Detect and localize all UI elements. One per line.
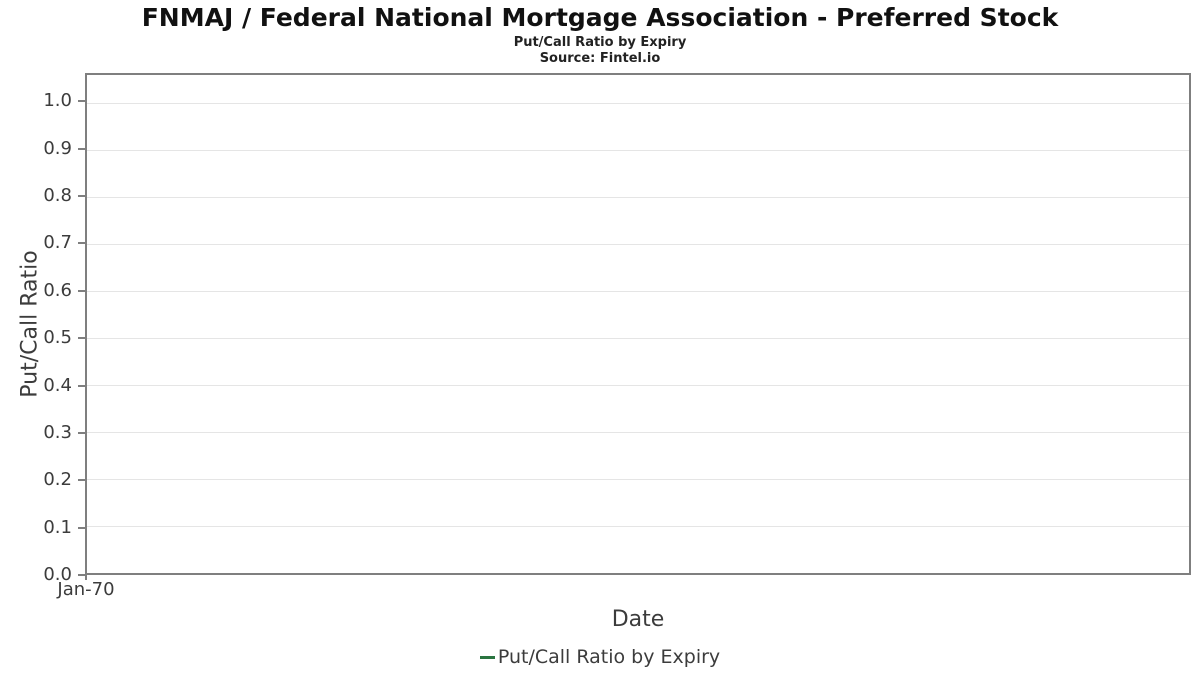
y-tick-label: 0.2 bbox=[43, 469, 72, 491]
y-tick-label: 0.7 bbox=[43, 232, 72, 254]
gridline bbox=[87, 103, 1189, 105]
gridline bbox=[87, 338, 1189, 340]
chart-title: FNMAJ / Federal National Mortgage Associ… bbox=[141, 3, 1059, 32]
gridline bbox=[87, 432, 1189, 434]
y-tick-label: 0.8 bbox=[43, 185, 72, 207]
legend-line-swatch bbox=[479, 655, 495, 659]
y-tick-mark bbox=[78, 384, 85, 387]
y-axis-label: Put/Call Ratio bbox=[17, 250, 43, 398]
gridline bbox=[87, 385, 1189, 387]
y-tick-label: 0.4 bbox=[43, 374, 72, 396]
y-tick-mark bbox=[78, 289, 85, 292]
y-tick-mark bbox=[78, 479, 85, 482]
y-tick-mark bbox=[78, 337, 85, 340]
plot-area bbox=[85, 73, 1191, 575]
y-tick-mark bbox=[78, 195, 85, 198]
y-tick-mark bbox=[78, 147, 85, 150]
y-tick-label: 0.0 bbox=[43, 564, 72, 585]
gridline bbox=[87, 244, 1189, 246]
y-tick-mark bbox=[78, 100, 85, 103]
gridline bbox=[87, 197, 1189, 199]
x-axis-tick-jan-70: Jan-70 bbox=[57, 579, 115, 600]
gridline bbox=[87, 291, 1189, 293]
y-tick-mark bbox=[78, 574, 85, 576]
gridline bbox=[87, 526, 1189, 528]
y-tick-label: 0.3 bbox=[43, 421, 72, 443]
legend: Put/Call Ratio by Expiry bbox=[0, 646, 1200, 668]
y-tick-label: 1.0 bbox=[43, 90, 72, 112]
chart-source: Source: Fintel.io bbox=[539, 51, 661, 66]
gridline bbox=[87, 150, 1189, 152]
y-tick-label: 0.1 bbox=[43, 516, 72, 538]
y-tick-label: 0.9 bbox=[43, 137, 72, 159]
x-axis-label: Date bbox=[611, 607, 665, 632]
y-tick-mark bbox=[78, 526, 85, 529]
legend-label: Put/Call Ratio by Expiry bbox=[497, 646, 721, 668]
y-tick-label: 0.6 bbox=[43, 279, 72, 301]
x-tick-mark bbox=[85, 573, 87, 580]
y-tick-mark bbox=[78, 242, 85, 245]
y-tick-label: 0.5 bbox=[43, 327, 72, 349]
y-axis-ticks: 0.0 0.1 0.2 0.3 0.4 0.5 0.6 0.7 0.8 0.9 1.0 bbox=[0, 73, 85, 585]
chart-subtitle: Put/Call Ratio by Expiry bbox=[513, 35, 687, 50]
y-tick-mark bbox=[78, 431, 85, 434]
gridline bbox=[87, 479, 1189, 481]
